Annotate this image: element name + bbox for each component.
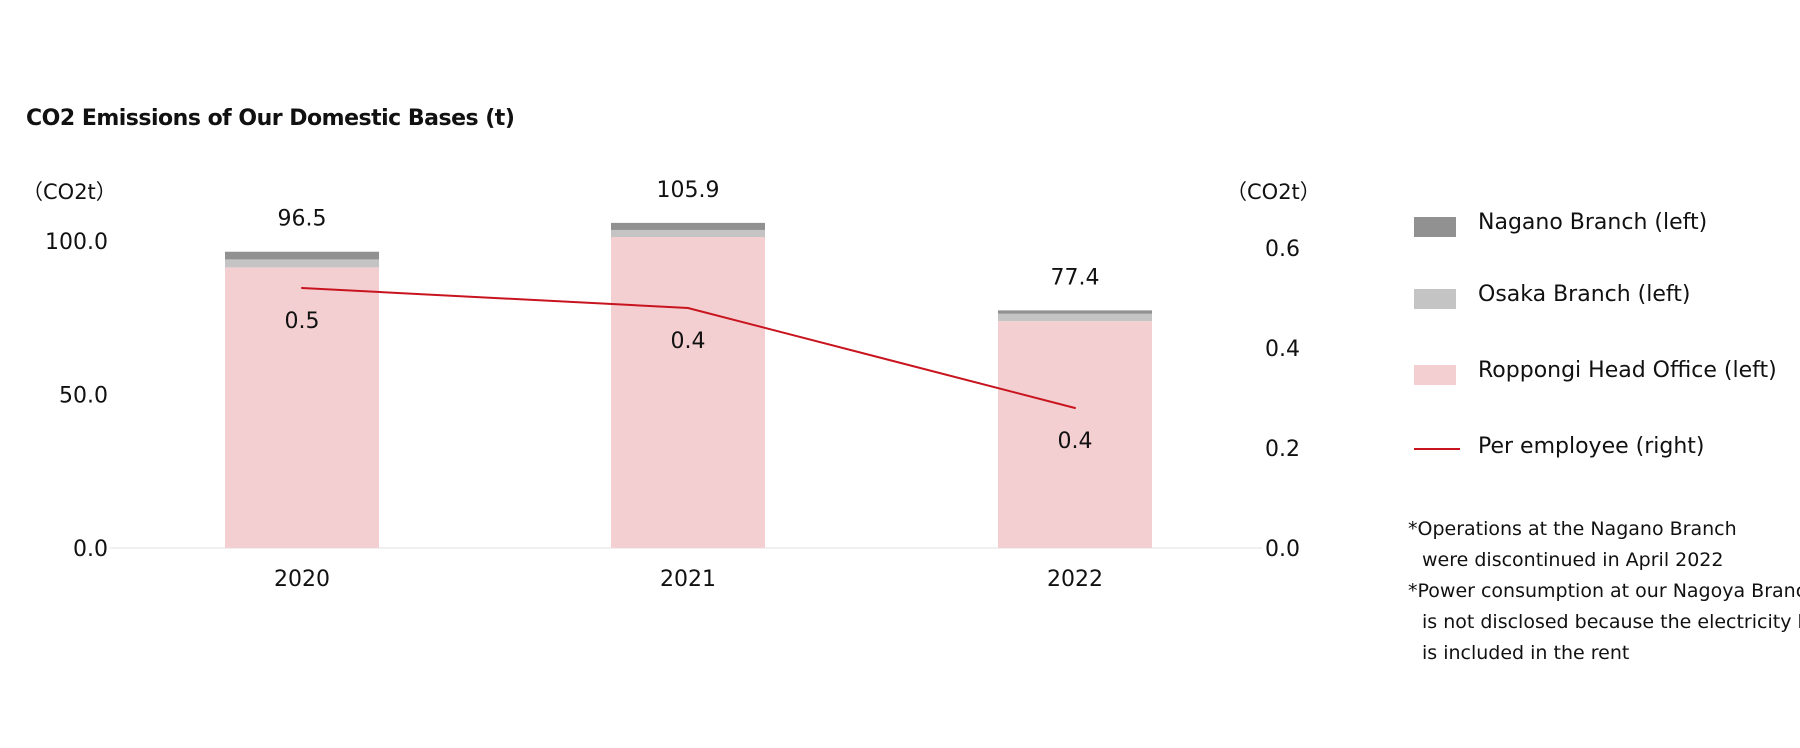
bar-segment [611, 222, 765, 230]
footnote-line: were discontinued in April 2022 [1422, 549, 1724, 571]
right-axis-tick-label: 0.0 [1265, 537, 1300, 562]
right-axis-tick-label: 0.6 [1265, 237, 1300, 262]
per-employee-data-label: 0.5 [285, 309, 320, 334]
right-axis-tick-label: 0.4 [1265, 337, 1300, 362]
legend-label-osaka: Osaka Branch (left) [1478, 282, 1691, 307]
right-axis-unit: （CO2t） [1226, 180, 1321, 204]
legend-label-roppongi: Roppongi Head Office (left) [1478, 358, 1777, 383]
bar-segment [225, 251, 379, 260]
x-axis-tick-label: 2020 [274, 567, 330, 592]
x-axis-tick-label: 2021 [660, 567, 716, 592]
left-axis-tick-label: 0.0 [73, 537, 108, 562]
footnote-line: *Operations at the Nagano Branch [1408, 518, 1737, 540]
per-employee-point [301, 287, 303, 289]
legend-swatch-osaka [1414, 289, 1456, 309]
x-axis-tick-label: 2022 [1047, 567, 1103, 592]
bar-segment [998, 321, 1152, 548]
legend-swatch-nagano [1414, 217, 1456, 237]
bar-segment [998, 310, 1152, 314]
bar-segment [225, 259, 379, 268]
bar-total-label: 77.4 [1051, 265, 1100, 290]
per-employee-point [1074, 407, 1076, 409]
per-employee-data-label: 0.4 [1058, 429, 1093, 454]
legend-swatch-roppongi [1414, 365, 1456, 385]
bar-segment [225, 267, 379, 548]
left-axis-tick-label: 100.0 [45, 230, 108, 255]
left-axis-tick-label: 50.0 [59, 384, 108, 409]
left-axis-unit: （CO2t） [22, 180, 117, 204]
footnote-line: *Power consumption at our Nagoya Branch [1408, 580, 1800, 602]
per-employee-point [687, 307, 689, 309]
bar-total-label: 105.9 [657, 178, 720, 203]
bar-segment [611, 229, 765, 238]
right-axis-tick-label: 0.2 [1265, 437, 1300, 462]
bar-segment [998, 313, 1152, 322]
chart-title: CO2 Emissions of Our Domestic Bases (t) [26, 106, 515, 131]
bar-total-label: 96.5 [278, 207, 327, 232]
per-employee-data-label: 0.4 [671, 329, 706, 354]
chart-canvas: 100.0 50.0 0.0 0.6 0.4 0.2 0.0 96.5 2020 105.9 202… [45, 178, 1300, 592]
footnotes: *Operations at the Nagano Branch were di… [1408, 514, 1800, 669]
footnote-line: is not disclosed because the electricity… [1422, 611, 1800, 633]
legend-line-per-employee [1414, 448, 1460, 450]
legend-label-nagano: Nagano Branch (left) [1478, 210, 1708, 235]
bar-segment [611, 237, 765, 548]
footnote-line: is included in the rent [1422, 642, 1630, 664]
legend-label-per-employee: Per employee (right) [1478, 434, 1705, 459]
